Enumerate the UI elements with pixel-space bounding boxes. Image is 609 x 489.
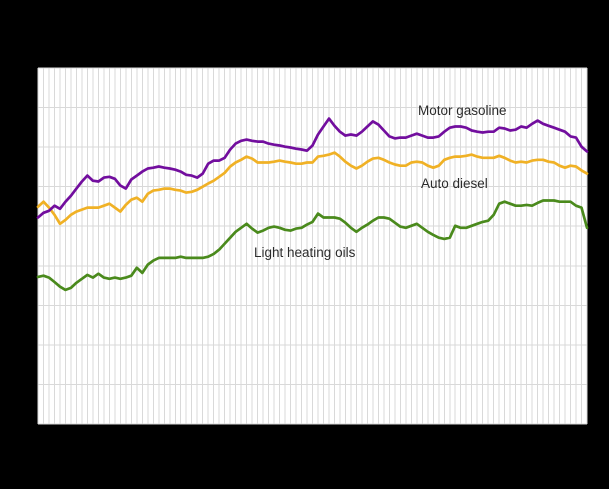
series-label-light-heating-oils: Light heating oils — [254, 245, 356, 260]
grid-lines — [37, 67, 588, 425]
series-label-motor-gasoline: Motor gasoline — [418, 103, 507, 118]
series-line-auto-diesel — [36, 151, 589, 226]
series-label-auto-diesel: Auto diesel — [421, 176, 488, 191]
series-line-light-heating-oils — [36, 199, 589, 292]
series-line-motor-gasoline — [36, 117, 589, 219]
